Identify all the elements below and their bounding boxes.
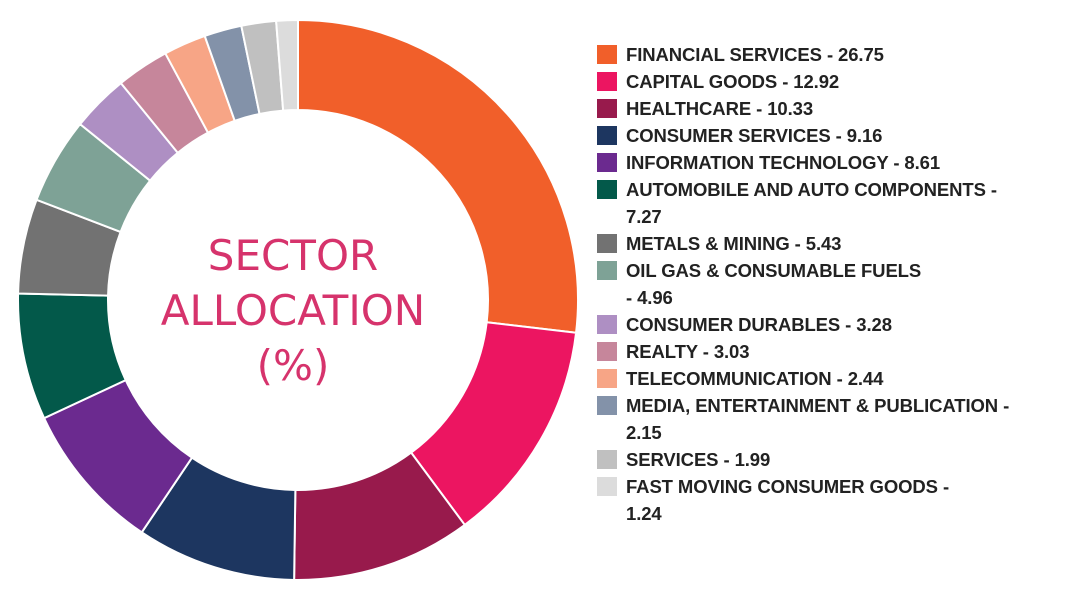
legend-swatch — [597, 45, 617, 64]
legend-item: METALS & MINING - 5.43 — [597, 230, 1062, 257]
legend-label: MEDIA, ENTERTAINMENT & PUBLICATION - — [626, 395, 1010, 416]
legend-item: MEDIA, ENTERTAINMENT & PUBLICATION - 2.15 — [597, 392, 1062, 446]
legend-swatch — [597, 396, 617, 415]
legend-swatch — [597, 234, 617, 253]
legend-label: FAST MOVING CONSUMER GOODS - — [626, 476, 950, 497]
legend-swatch — [597, 450, 617, 469]
legend-swatch — [597, 99, 617, 118]
legend-label: AUTOMOBILE AND AUTO COMPONENTS - — [626, 179, 997, 200]
legend-label: 2.15 — [626, 422, 662, 443]
legend-label: 7.27 — [626, 206, 662, 227]
legend-label: - 4.96 — [626, 287, 673, 308]
legend-swatch — [597, 72, 617, 91]
legend-swatch — [597, 126, 617, 145]
legend-swatch — [597, 153, 617, 172]
legend-item: CAPITAL GOODS - 12.92 — [597, 68, 1062, 95]
legend-item: TELECOMMUNICATION - 2.44 — [597, 365, 1062, 392]
legend-label: CAPITAL GOODS - 12.92 — [626, 71, 840, 92]
chart-title-line-1: SECTOR — [207, 231, 379, 280]
legend-label: 1.24 — [626, 503, 662, 524]
donut-chart — [17, 18, 579, 581]
legend-swatch — [597, 369, 617, 388]
legend-label: SERVICES - 1.99 — [626, 449, 771, 470]
legend-label: METALS & MINING - 5.43 — [626, 233, 842, 254]
legend-item: FAST MOVING CONSUMER GOODS - 1.24 — [597, 473, 1062, 527]
legend-item: INFORMATION TECHNOLOGY - 8.61 — [597, 149, 1062, 176]
donut-slices — [17, 18, 579, 581]
legend-label: CONSUMER DURABLES - 3.28 — [626, 314, 892, 335]
legend-swatch — [597, 315, 617, 334]
legend-item: AUTOMOBILE AND AUTO COMPONENTS - 7.27 — [597, 176, 1062, 230]
legend-label: HEALTHCARE - 10.33 — [626, 98, 814, 119]
donut-slice — [275, 18, 299, 112]
chart-title: SECTOR ALLOCATION (%) — [118, 228, 468, 393]
legend-item: REALTY - 3.03 — [597, 338, 1062, 365]
legend-swatch — [597, 342, 617, 361]
donut-slice — [297, 18, 579, 334]
legend-item: HEALTHCARE - 10.33 — [597, 95, 1062, 122]
legend-label: REALTY - 3.03 — [626, 341, 750, 362]
chart-title-line-2: ALLOCATION — [160, 286, 426, 335]
legend-label: FINANCIAL SERVICES - 26.75 — [626, 44, 884, 65]
legend-item: OIL GAS & CONSUMABLE FUELS - 4.96 — [597, 257, 1062, 311]
legend-label: TELECOMMUNICATION - 2.44 — [626, 368, 884, 389]
legend-item: SERVICES - 1.99 — [597, 446, 1062, 473]
chart-title-line-3: (%) — [256, 341, 330, 390]
legend-swatch — [597, 477, 617, 496]
legend-label: CONSUMER SERVICES - 9.16 — [626, 125, 883, 146]
chart-legend: FINANCIAL SERVICES - 26.75 CAPITAL GOODS … — [597, 41, 1062, 527]
legend-item: CONSUMER DURABLES - 3.28 — [597, 311, 1062, 338]
legend-label: INFORMATION TECHNOLOGY - 8.61 — [626, 152, 941, 173]
legend-swatch — [597, 180, 617, 199]
legend-swatch — [597, 261, 617, 280]
legend-label: OIL GAS & CONSUMABLE FUELS — [626, 260, 922, 281]
legend-item: CONSUMER SERVICES - 9.16 — [597, 122, 1062, 149]
legend-item: FINANCIAL SERVICES - 26.75 — [597, 41, 1062, 68]
